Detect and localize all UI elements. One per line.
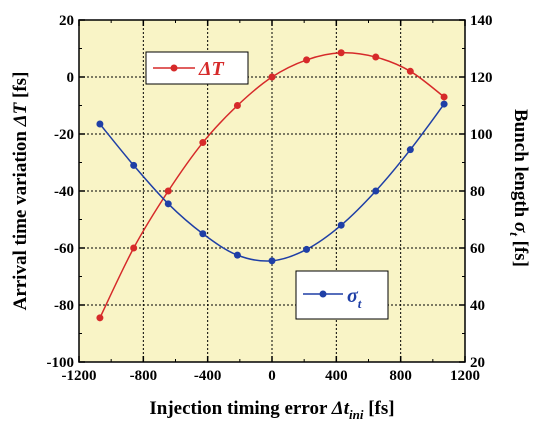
x-tick-label: 0 xyxy=(268,368,276,384)
series-1-point xyxy=(406,146,414,154)
legend-sigma-t-label: σt xyxy=(347,285,362,311)
y-left-tick-label: -40 xyxy=(54,184,74,200)
series-1-point xyxy=(199,230,207,238)
series-1-point xyxy=(130,161,138,169)
x-tick-label: -800 xyxy=(130,368,158,384)
legend-sigma-t-box xyxy=(295,270,389,320)
series-0-point xyxy=(303,56,311,64)
tick-marks xyxy=(78,19,466,363)
y-right-tick-label: 80 xyxy=(470,184,485,200)
series-0-point xyxy=(96,314,104,322)
series-1-point xyxy=(337,221,345,229)
y-right-tick-label: 120 xyxy=(470,70,493,86)
x-tick-label: 400 xyxy=(325,368,348,384)
x-axis-title: Injection timing error Δtini [fs] xyxy=(149,398,394,421)
series-1-point xyxy=(268,257,276,265)
series-1-point xyxy=(96,120,104,128)
legend-sigma-t: σt xyxy=(295,270,389,320)
legend-delta-t: ΔT xyxy=(145,51,249,85)
y-left-tick-label: -80 xyxy=(54,298,74,314)
x-tick-label: 800 xyxy=(389,368,412,384)
y-right-tick-label: 140 xyxy=(470,13,493,29)
series-1-point xyxy=(164,200,172,208)
series-group xyxy=(96,49,448,322)
y-right-tick-label: 100 xyxy=(470,127,493,143)
x-tick-label: -400 xyxy=(194,368,222,384)
y-left-tick-label: 0 xyxy=(67,70,75,86)
series-0-point xyxy=(440,93,448,101)
legend-delta-t-label: ΔT xyxy=(198,58,225,80)
y-left-tick-label: 20 xyxy=(59,13,74,29)
x-tick-label: -1200 xyxy=(62,368,97,384)
y-left-tick-labels: -100 -80 -60 -40 -20 0 20 xyxy=(47,13,75,371)
y-left-tick-label: -20 xyxy=(54,127,74,143)
y-right-tick-labels: 20 40 60 80 100 120 140 xyxy=(470,13,493,371)
y-right-tick-label: 60 xyxy=(470,241,485,257)
legend-sigma-t-marker xyxy=(319,290,327,298)
y-left-tick-label: -60 xyxy=(54,241,74,257)
series-0-point xyxy=(372,53,380,61)
y-left-tick-label: -100 xyxy=(47,355,75,371)
series-1-point xyxy=(372,187,380,195)
y-left-axis-title: Arrival time variation ΔT [fs] xyxy=(10,72,31,311)
series-0-point xyxy=(268,73,276,81)
x-tick-label: 1200 xyxy=(450,368,480,384)
series-0-point xyxy=(406,67,414,75)
series-0-point xyxy=(199,139,207,147)
series-0-point xyxy=(130,244,138,252)
series-1-point xyxy=(233,251,241,259)
y-right-axis-title: Bunch length σt [fs] xyxy=(507,109,531,267)
series-1-point xyxy=(303,245,311,253)
series-1-point xyxy=(440,100,448,108)
y-right-tick-label: 20 xyxy=(470,355,485,371)
y-right-tick-label: 40 xyxy=(470,298,485,314)
series-0-point xyxy=(233,102,241,109)
x-tick-labels: -1200 -800 -400 0 400 800 1200 xyxy=(62,368,481,384)
legend-delta-t-marker xyxy=(170,64,178,72)
series-0-point xyxy=(164,187,172,195)
series-0-point xyxy=(337,49,345,57)
